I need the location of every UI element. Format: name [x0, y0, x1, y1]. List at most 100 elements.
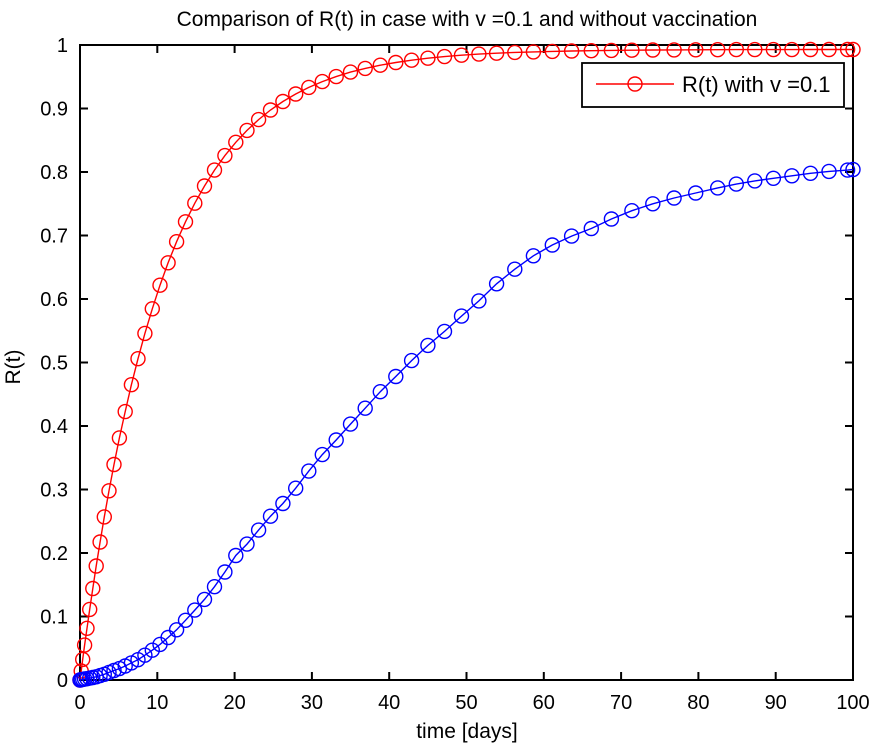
- series-marker: [262, 508, 279, 524]
- series-marker: [583, 220, 599, 237]
- series-marker: [645, 42, 661, 58]
- series-marker: [239, 122, 255, 139]
- series-marker: [507, 261, 523, 277]
- series-marker: [645, 196, 661, 212]
- series-marker: [357, 60, 373, 77]
- y-tick-label: 0.8: [40, 162, 68, 184]
- legend-label: R(t) with v =0.1: [682, 72, 831, 97]
- y-tick-label: 0.2: [40, 543, 68, 565]
- series-marker: [420, 337, 436, 354]
- y-tick-label: 0.6: [40, 289, 68, 311]
- series-marker: [624, 42, 640, 58]
- series-marker: [821, 41, 837, 58]
- series-marker: [81, 601, 98, 618]
- x-tick-label: 20: [223, 692, 245, 714]
- series-marker: [563, 228, 580, 244]
- series-marker: [137, 325, 153, 342]
- series-marker: [624, 202, 640, 219]
- x-tick-label: 0: [74, 692, 85, 714]
- series-marker: [688, 42, 704, 58]
- series-line: [79, 48, 853, 681]
- series-marker: [206, 162, 223, 178]
- y-tick-label: 0.9: [40, 99, 68, 121]
- series-marker: [152, 277, 168, 293]
- series-marker: [603, 42, 620, 59]
- series-marker: [250, 111, 267, 128]
- series-marker: [802, 41, 819, 58]
- series-marker: [544, 43, 560, 60]
- x-tick-label: 10: [146, 692, 168, 714]
- series-marker: [250, 522, 267, 538]
- series-marker: [583, 43, 599, 59]
- series-marker: [275, 93, 291, 110]
- series-marker: [845, 161, 861, 178]
- series-marker: [92, 534, 108, 550]
- x-tick-label: 80: [687, 692, 709, 714]
- series-marker: [563, 43, 580, 59]
- series-marker: [666, 190, 682, 206]
- series-marker: [507, 44, 523, 61]
- x-axis-label: time [days]: [416, 720, 518, 743]
- series-marker: [217, 564, 233, 580]
- chart-title: Comparison of R(t) in case with v =0.1 a…: [177, 8, 758, 31]
- series-marker: [228, 547, 244, 564]
- series-marker: [177, 612, 194, 628]
- y-tick-label: 0.1: [40, 607, 68, 629]
- series-marker: [314, 446, 330, 463]
- series-marker: [275, 495, 291, 512]
- series-marker: [544, 237, 560, 253]
- series-marker: [747, 41, 763, 58]
- series-marker: [288, 86, 304, 102]
- series-marker: [117, 403, 133, 420]
- series-marker: [196, 591, 213, 608]
- series-marker: [403, 352, 420, 369]
- series-marker: [111, 430, 128, 446]
- series-marker: [728, 176, 744, 192]
- series-marker: [728, 41, 744, 58]
- series-marker: [471, 293, 487, 309]
- series-marker: [160, 255, 176, 271]
- series-marker: [177, 214, 194, 230]
- series-marker: [88, 558, 104, 574]
- series-with-vaccination: [72, 41, 861, 688]
- series-marker: [436, 48, 453, 65]
- series-marker: [388, 54, 404, 71]
- y-tick-label: 1: [57, 35, 68, 57]
- series-marker: [802, 165, 819, 182]
- series-marker: [845, 41, 861, 58]
- series-marker: [666, 42, 682, 58]
- series-marker: [144, 642, 161, 658]
- series-marker: [144, 301, 161, 317]
- series-marker: [372, 384, 388, 400]
- series-marker: [328, 68, 344, 85]
- y-tick-label: 0.3: [40, 480, 68, 502]
- series-marker: [453, 308, 470, 324]
- series-marker: [420, 50, 436, 66]
- x-tick-label: 30: [301, 692, 323, 714]
- series-marker: [603, 211, 620, 227]
- y-axis-label: R(t): [2, 350, 25, 385]
- series-marker: [357, 400, 373, 416]
- legend-box: [581, 62, 845, 108]
- legend-marker-circle-icon: [627, 76, 643, 92]
- series-marker: [765, 41, 782, 58]
- series-marker: [710, 180, 726, 196]
- series-marker: [301, 463, 317, 479]
- series-marker: [206, 579, 223, 595]
- series-marker: [765, 170, 782, 187]
- series-marker: [130, 351, 146, 367]
- series-marker: [262, 102, 279, 118]
- series-marker: [106, 456, 122, 473]
- series-marker: [471, 46, 487, 62]
- series-marker: [168, 233, 185, 250]
- series-marker: [821, 163, 837, 180]
- series-marker: [85, 580, 101, 597]
- series-marker: [342, 64, 359, 80]
- y-tick-label: 0.5: [40, 353, 68, 375]
- series-marker: [160, 629, 176, 646]
- series-marker: [688, 185, 704, 201]
- series-marker: [839, 162, 856, 178]
- series-marker: [525, 44, 542, 60]
- series-marker: [187, 195, 203, 211]
